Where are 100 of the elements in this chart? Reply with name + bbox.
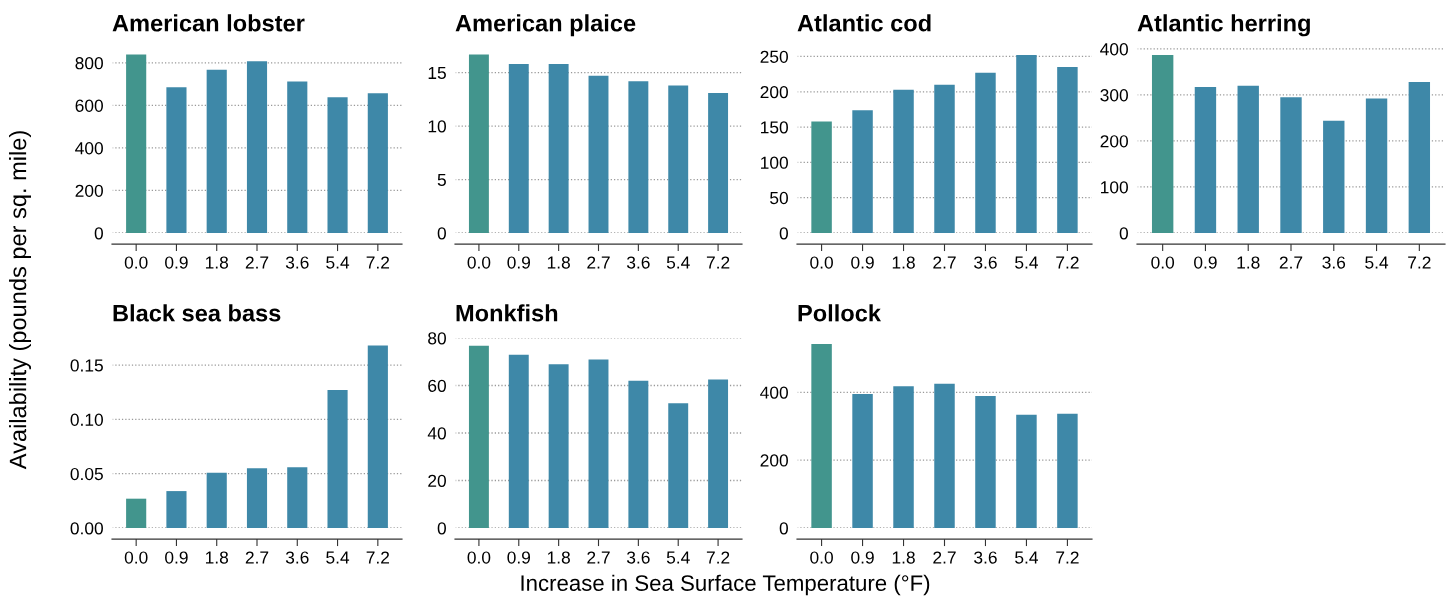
bar: [852, 393, 873, 528]
y-tick-label: 400: [75, 142, 103, 155]
x-tick-label: 2.7: [1279, 256, 1303, 269]
y-tick-label: 400: [1100, 43, 1128, 56]
y-tick-label: 200: [1100, 135, 1128, 148]
x-tick-label: 5.4: [1365, 256, 1389, 269]
bar: [1365, 98, 1388, 233]
y-tick-label: 50: [770, 191, 788, 205]
x-tick-label: 7.2: [1408, 256, 1431, 269]
x-tick-label: 5.4: [326, 256, 350, 269]
y-tick-label: 400: [760, 386, 788, 399]
y-tick-label: 600: [75, 99, 103, 112]
y-tick-label: 20: [428, 474, 446, 487]
x-tick-label: 7.2: [1056, 256, 1079, 269]
bar: [1016, 55, 1037, 233]
bar: [852, 110, 873, 233]
x-tick-label: 2.7: [933, 256, 956, 269]
y-tick-label: 0: [779, 227, 788, 240]
x-tick-label: 5.4: [666, 551, 690, 564]
y-tick-label: 800: [75, 57, 103, 70]
x-tick-label: 0.0: [467, 551, 491, 564]
chart-title: American plaice: [455, 14, 636, 37]
bar: [1194, 87, 1217, 233]
x-tick-label: 0.9: [851, 256, 874, 269]
y-tick-label: 300: [1100, 89, 1128, 102]
y-tick-label: 150: [761, 121, 788, 134]
x-tick-label: 3.6: [285, 256, 309, 269]
y-tick-label: 40: [427, 427, 446, 440]
x-tick-label: 0.9: [165, 551, 188, 564]
bar: [588, 75, 609, 233]
x-tick-label: 7.2: [366, 551, 390, 564]
x-tick-label: 0.0: [810, 256, 833, 269]
x-tick-label: 3.6: [285, 551, 309, 564]
x-tick-label: 7.2: [706, 256, 730, 269]
bar: [1016, 414, 1037, 528]
bar: [367, 345, 388, 528]
bar: [893, 386, 914, 528]
x-tick-label: 3.6: [626, 256, 650, 269]
bar: [1151, 54, 1174, 233]
y-tick-label: 5: [437, 173, 446, 186]
x-tick-label: 0.0: [810, 551, 833, 564]
bar: [126, 498, 147, 528]
bar: [166, 87, 187, 233]
bar: [628, 81, 649, 233]
bar: [1408, 82, 1431, 233]
bar: [287, 81, 308, 233]
x-tick-label: 0.0: [124, 551, 148, 564]
chart-title: American lobster: [112, 14, 305, 32]
y-axis-title: Availability (pounds per sq. mile): [9, 131, 31, 470]
x-tick-label: 3.6: [974, 256, 997, 269]
y-tick-label: 0.15: [70, 359, 103, 372]
x-tick-label: 7.2: [706, 551, 730, 564]
y-tick-label: 10: [428, 120, 446, 133]
bar: [508, 354, 529, 528]
bar: [1323, 120, 1345, 233]
x-tick-label: 0.9: [851, 551, 874, 564]
x-tick-label: 5.4: [666, 256, 690, 269]
y-tick-label: 100: [1101, 181, 1128, 194]
bar: [628, 380, 649, 528]
x-tick-label: 3.6: [626, 551, 650, 564]
bar: [246, 61, 268, 233]
x-tick-label: 1.8: [892, 256, 915, 269]
bar: [166, 491, 187, 528]
bar: [588, 359, 609, 528]
x-tick-label: 5.4: [1015, 551, 1038, 564]
chart-title: Pollock: [798, 304, 881, 322]
y-tick-label: 0: [94, 227, 103, 240]
bar: [206, 69, 227, 233]
x-tick-label: 1.8: [892, 551, 915, 564]
bar: [708, 379, 729, 528]
x-tick-label: 1.8: [1237, 256, 1260, 269]
x-tick-label: 1.8: [205, 256, 229, 269]
bar: [708, 92, 729, 233]
y-tick-label: 15: [428, 66, 446, 80]
bar: [893, 89, 914, 233]
y-tick-label: 0.05: [70, 467, 103, 481]
y-tick-label: 0.10: [70, 413, 103, 426]
bar: [668, 403, 689, 528]
bar: [934, 383, 955, 528]
y-tick-label: 0.00: [70, 522, 103, 535]
x-tick-label: 2.7: [587, 256, 610, 269]
bar: [1280, 97, 1302, 233]
chart-title: Atlantic herring: [1137, 14, 1310, 37]
x-tick-label: 1.8: [547, 551, 570, 564]
bar: [206, 472, 227, 528]
bar: [327, 97, 348, 233]
bar: [548, 364, 569, 528]
y-tick-label: 80: [428, 332, 446, 345]
y-tick-label: 100: [761, 156, 788, 169]
x-tick-label: 0.0: [467, 256, 491, 269]
y-tick-label: 0: [779, 522, 788, 535]
chart-title: Monkfish: [456, 304, 558, 322]
x-tick-label: 0.9: [507, 256, 531, 269]
x-tick-label: 3.6: [974, 551, 997, 564]
bar: [126, 54, 147, 233]
bar: [1057, 67, 1078, 233]
x-tick-label: 2.7: [933, 551, 956, 564]
bar: [934, 84, 955, 233]
x-tick-label: 7.2: [1056, 551, 1079, 564]
y-tick-label: 250: [760, 50, 788, 63]
